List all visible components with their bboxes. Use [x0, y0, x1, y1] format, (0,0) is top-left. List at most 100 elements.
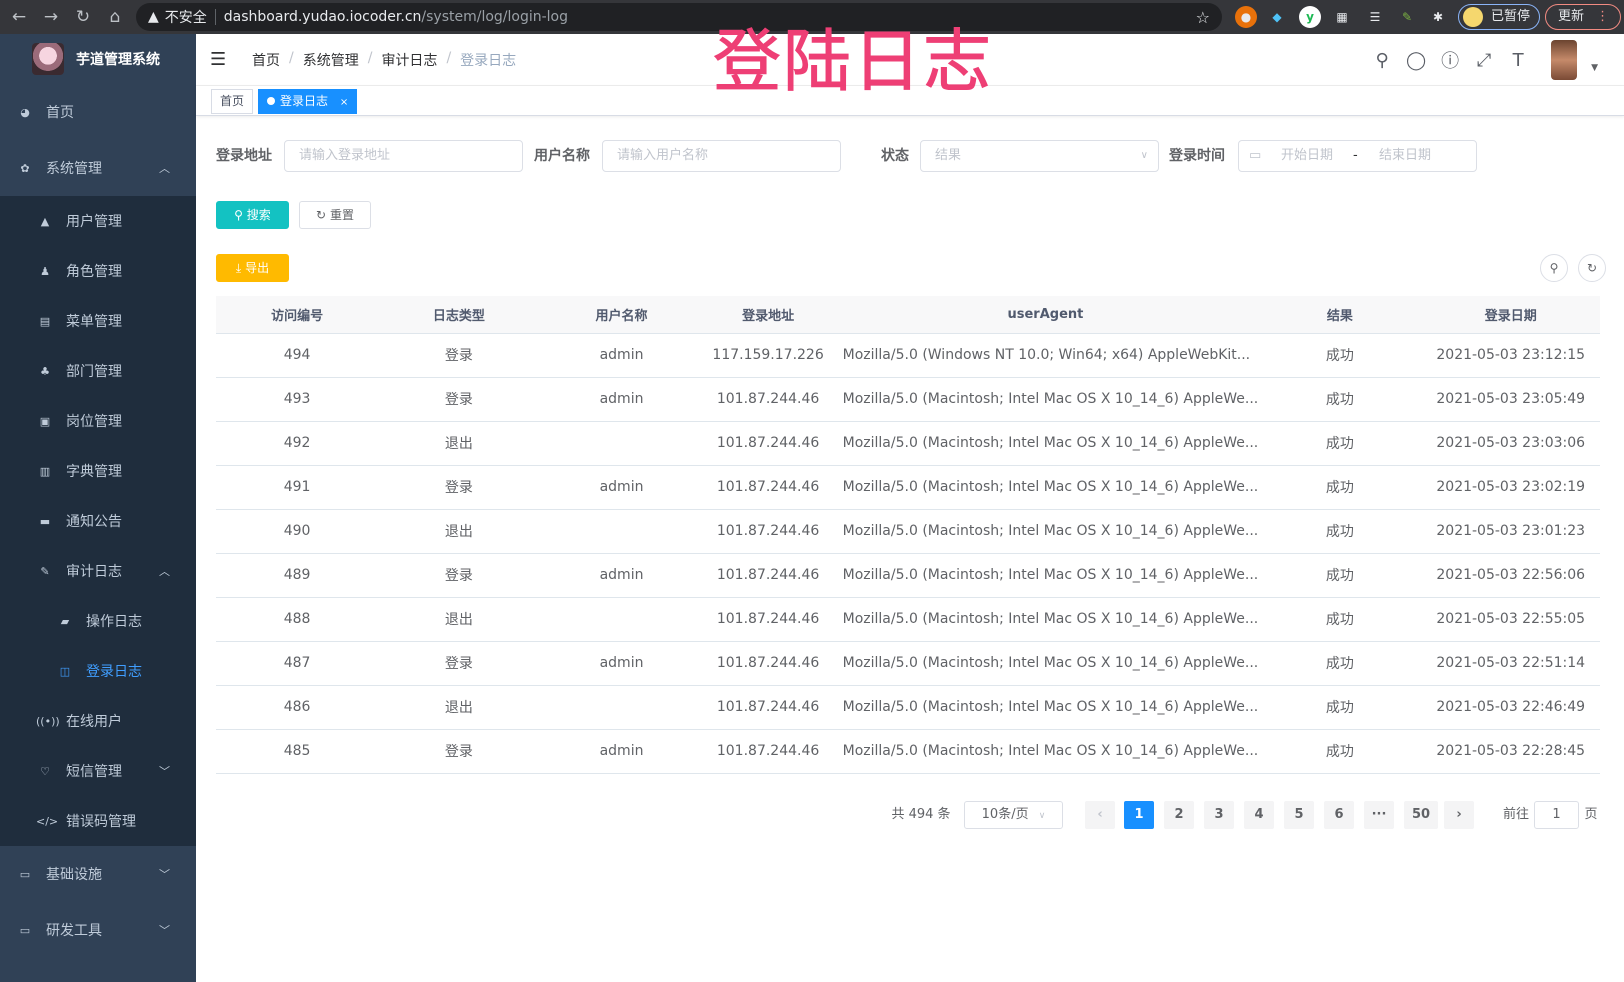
- table-cell: 2021-05-03 23:12:15: [1421, 333, 1600, 378]
- date-range-picker[interactable]: ▭ 开始日期 - 结束日期: [1238, 140, 1477, 172]
- font-size-icon[interactable]: T: [1512, 49, 1524, 71]
- search-icon[interactable]: ⚲: [1375, 49, 1389, 71]
- sidebar-item[interactable]: ♣ 部门管理: [0, 346, 196, 396]
- refresh-button[interactable]: ↻: [1578, 254, 1606, 282]
- forward-icon[interactable]: →: [43, 7, 59, 27]
- sidebar-item[interactable]: ▤ 菜单管理: [0, 296, 196, 346]
- table-cell: 退出: [378, 509, 540, 554]
- page-button[interactable]: 2: [1164, 801, 1194, 829]
- sidebar-item[interactable]: ▰ 操作日志: [0, 596, 196, 646]
- navbar: ☰ 首页 / 系统管理 / 审计日志 / 登录日志 ⚲ ◯ ⓘ ⤢ T ▼: [196, 34, 1624, 86]
- puzzle-icon[interactable]: ✱: [1432, 10, 1444, 24]
- table-cell: [539, 509, 704, 554]
- table-cell: Mozilla/5.0 (Macintosh; Intel Mac OS X 1…: [832, 509, 1259, 554]
- table-cell: 成功: [1258, 421, 1422, 466]
- page-button[interactable]: 6: [1324, 801, 1354, 829]
- table-row[interactable]: 486 退出 101.87.244.46 Mozilla/5.0 (Macintosh…: [216, 685, 1600, 730]
- reset-button[interactable]: ↻ 重置: [299, 201, 371, 229]
- sidebar-item-label: 短信管理: [66, 764, 122, 780]
- sidebar-item[interactable]: ▣ 岗位管理: [0, 396, 196, 446]
- table-row[interactable]: 488 退出 101.87.244.46 Mozilla/5.0 (Macintosh…: [216, 597, 1600, 642]
- address-input[interactable]: 请输入登录地址: [284, 140, 523, 172]
- overlay-title: 登陆日志: [712, 23, 994, 103]
- logo[interactable]: 芋道管理系统: [0, 34, 196, 84]
- sidebar-item-label: 审计日志: [66, 564, 122, 580]
- sidebar-item[interactable]: ♟ 角色管理: [0, 246, 196, 296]
- table-cell: 490: [216, 509, 379, 554]
- sidebar-item[interactable]: ◫ 登录日志: [0, 646, 196, 696]
- extension-icon[interactable]: ●: [1235, 6, 1257, 28]
- page-button[interactable]: 5: [1284, 801, 1314, 829]
- sidebar-item[interactable]: ✿ 系统管理 ︿: [0, 140, 196, 196]
- table-cell: 成功: [1258, 729, 1422, 774]
- breadcrumb-item[interactable]: 首页: [252, 52, 280, 69]
- table-cell: Mozilla/5.0 (Macintosh; Intel Mac OS X 1…: [832, 553, 1259, 598]
- table-row[interactable]: 485 登录 admin 101.87.244.46 Mozilla/5.0 (Maci…: [216, 729, 1600, 774]
- table-row[interactable]: 487 登录 admin 101.87.244.46 Mozilla/5.0 (Maci…: [216, 641, 1600, 686]
- extension-icon[interactable]: y: [1299, 6, 1321, 28]
- caret-down-icon[interactable]: ▼: [1591, 63, 1598, 73]
- sidebar-item[interactable]: ◕ 首页: [0, 84, 196, 140]
- page-button[interactable]: 3: [1204, 801, 1234, 829]
- table-row[interactable]: 494 登录 admin 117.159.17.226 Mozilla/5.0 (Win…: [216, 333, 1600, 378]
- page-size-select[interactable]: 10条/页 ∨: [964, 801, 1063, 829]
- update-button[interactable]: 更新 ⋮: [1545, 4, 1621, 30]
- sidebar-item-label: 岗位管理: [66, 414, 122, 430]
- extension-icon[interactable]: ☰: [1369, 10, 1381, 24]
- table-row[interactable]: 489 登录 admin 101.87.244.46 Mozilla/5.0 (Maci…: [216, 553, 1600, 598]
- tag-login-log[interactable]: 登录日志 ×: [258, 89, 358, 114]
- hamburger-icon[interactable]: ☰: [210, 49, 227, 70]
- tag-home[interactable]: 首页: [211, 89, 254, 114]
- sidebar-item[interactable]: ▭ 研发工具 ﹀: [0, 902, 196, 958]
- question-icon[interactable]: ⓘ: [1441, 51, 1460, 72]
- sidebar-item-label: 角色管理: [66, 264, 122, 280]
- sidebar-item[interactable]: ▥ 字典管理: [0, 446, 196, 496]
- goto-page-input[interactable]: 1: [1534, 801, 1579, 829]
- reload-icon[interactable]: ↻: [75, 7, 91, 27]
- table-row[interactable]: 490 退出 101.87.244.46 Mozilla/5.0 (Macintosh…: [216, 509, 1600, 554]
- extension-icon[interactable]: ✎: [1401, 10, 1413, 24]
- sidebar-item[interactable]: ▭ 基础设施 ﹀: [0, 846, 196, 902]
- start-date-input[interactable]: 开始日期: [1281, 148, 1334, 163]
- sidebar-item[interactable]: ((•)) 在线用户: [0, 696, 196, 746]
- sidebar-item-label: 通知公告: [66, 514, 122, 530]
- page-button[interactable]: 4: [1244, 801, 1274, 829]
- back-icon[interactable]: ←: [11, 7, 27, 27]
- table-row[interactable]: 492 退出 101.87.244.46 Mozilla/5.0 (Macintosh…: [216, 421, 1600, 466]
- fullscreen-icon[interactable]: ⤢: [1476, 49, 1492, 71]
- table-cell: 489: [216, 553, 379, 598]
- sidebar-item[interactable]: ✎ 审计日志 ︿: [0, 546, 196, 596]
- page-button[interactable]: 50: [1404, 801, 1438, 829]
- bookmark-star-icon[interactable]: ☆: [1195, 7, 1210, 27]
- breadcrumb-item[interactable]: 系统管理: [302, 52, 359, 69]
- profile-button[interactable]: 已暂停: [1458, 4, 1540, 30]
- sidebar-item[interactable]: ▬ 通知公告: [0, 496, 196, 546]
- search-button[interactable]: ⚲ 搜索: [216, 201, 289, 229]
- address-bar[interactable]: ▲ 不安全 dashboard.yudao.iocoder.cn/system/…: [136, 3, 1222, 31]
- sidebar-item[interactable]: ♡ 短信管理 ﹀: [0, 746, 196, 796]
- sidebar-item-label: 菜单管理: [66, 314, 122, 330]
- extension-icon[interactable]: ▦: [1336, 10, 1348, 24]
- breadcrumb-item[interactable]: 审计日志: [381, 52, 438, 69]
- github-icon[interactable]: ◯: [1406, 49, 1427, 71]
- username-input[interactable]: 请输入用户名称: [602, 140, 841, 172]
- sidebar-item[interactable]: </> 错误码管理: [0, 796, 196, 846]
- page-button[interactable]: ···: [1364, 801, 1394, 829]
- table-cell: 101.87.244.46: [703, 685, 833, 730]
- end-date-input[interactable]: 结束日期: [1379, 148, 1432, 163]
- table-row[interactable]: 493 登录 admin 101.87.244.46 Mozilla/5.0 (Maci…: [216, 377, 1600, 422]
- next-page-button[interactable]: ›: [1444, 801, 1474, 829]
- prev-page-button[interactable]: ‹: [1085, 801, 1115, 829]
- avatar[interactable]: [1551, 40, 1578, 80]
- page-button[interactable]: 1: [1124, 801, 1154, 829]
- extension-icon[interactable]: ◆: [1272, 10, 1282, 24]
- status-select[interactable]: 结果 ∨: [920, 140, 1159, 172]
- refresh-icon: ↻: [1586, 261, 1598, 275]
- table-row[interactable]: 491 登录 admin 101.87.244.46 Mozilla/5.0 (Maci…: [216, 465, 1600, 510]
- sidebar-item[interactable]: ▲ 用户管理: [0, 196, 196, 246]
- log-icon: ✎: [40, 564, 50, 578]
- export-button[interactable]: ⤓ 导出: [216, 254, 289, 282]
- home-icon[interactable]: ⌂: [109, 7, 121, 27]
- close-icon[interactable]: ×: [339, 97, 349, 108]
- toggle-search-button[interactable]: ⚲: [1540, 254, 1568, 282]
